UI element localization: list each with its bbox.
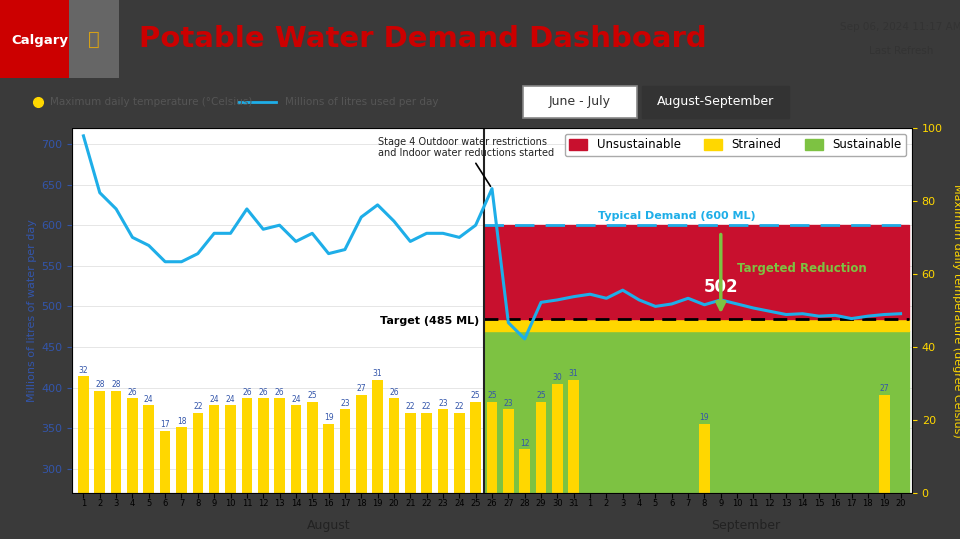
Text: 31: 31 — [569, 369, 579, 378]
Text: 22: 22 — [193, 402, 203, 411]
Bar — [454, 413, 465, 493]
Bar — [470, 402, 481, 493]
Text: 22: 22 — [405, 402, 415, 411]
Text: 12: 12 — [520, 439, 529, 448]
Text: 25: 25 — [470, 391, 480, 400]
Bar — [275, 398, 285, 493]
Bar — [127, 398, 138, 493]
Text: 26: 26 — [275, 388, 284, 397]
Bar — [307, 402, 318, 493]
Bar — [503, 409, 514, 493]
Text: Typical Demand (600 ML): Typical Demand (600 ML) — [598, 211, 756, 220]
Bar — [519, 450, 530, 493]
Text: 31: 31 — [372, 369, 382, 378]
Text: 26: 26 — [258, 388, 268, 397]
Text: 26: 26 — [128, 388, 137, 397]
Text: 24: 24 — [226, 395, 235, 404]
Bar — [421, 413, 432, 493]
Text: 25: 25 — [307, 391, 317, 400]
Legend: Unsustainable, Strained, Sustainable: Unsustainable, Strained, Sustainable — [564, 134, 906, 156]
Text: 25: 25 — [537, 391, 546, 400]
Text: 23: 23 — [438, 398, 447, 407]
Text: 17: 17 — [160, 420, 170, 430]
Bar — [69, 0, 119, 78]
Text: 19: 19 — [324, 413, 333, 422]
Bar — [438, 409, 448, 493]
Text: 28: 28 — [111, 380, 121, 389]
Text: Targeted Reduction: Targeted Reduction — [737, 262, 867, 275]
Text: Last Refresh: Last Refresh — [869, 46, 933, 56]
Text: 19: 19 — [700, 413, 709, 422]
FancyBboxPatch shape — [523, 86, 636, 118]
Bar — [487, 402, 497, 493]
Bar — [110, 391, 121, 493]
Bar — [405, 413, 416, 493]
Text: Maximum daily temperature (°Celsius): Maximum daily temperature (°Celsius) — [51, 97, 252, 107]
Bar — [78, 376, 88, 493]
Bar — [356, 395, 367, 493]
Text: August-September: August-September — [657, 95, 774, 108]
Text: Calgary: Calgary — [12, 34, 68, 47]
Bar — [226, 405, 236, 493]
Bar — [879, 395, 890, 493]
Text: Sep 06, 2024 11:17 AM: Sep 06, 2024 11:17 AM — [840, 22, 960, 32]
Text: 32: 32 — [79, 365, 88, 375]
Text: 26: 26 — [389, 388, 398, 397]
Text: 28: 28 — [95, 380, 105, 389]
Bar — [291, 405, 301, 493]
Text: 23: 23 — [340, 398, 349, 407]
Bar — [0, 0, 69, 78]
Text: 18: 18 — [177, 417, 186, 426]
Bar — [568, 380, 579, 493]
Bar — [699, 424, 709, 493]
Bar — [340, 409, 350, 493]
Text: 502: 502 — [704, 278, 738, 296]
Bar — [177, 427, 187, 493]
Text: 26: 26 — [242, 388, 252, 397]
Text: June - July: June - July — [549, 95, 611, 108]
Text: 27: 27 — [879, 384, 889, 393]
Text: 22: 22 — [455, 402, 464, 411]
Bar — [552, 384, 563, 493]
Bar — [94, 391, 105, 493]
Text: 24: 24 — [291, 395, 300, 404]
Text: 🌿: 🌿 — [88, 30, 100, 49]
Text: 22: 22 — [421, 402, 431, 411]
Bar — [389, 398, 399, 493]
Bar — [536, 402, 546, 493]
Bar — [193, 413, 204, 493]
Text: Millions of litres used per day: Millions of litres used per day — [285, 97, 439, 107]
Text: 23: 23 — [504, 398, 514, 407]
Bar — [372, 380, 383, 493]
Text: Potable Water Demand Dashboard: Potable Water Demand Dashboard — [139, 25, 707, 53]
Text: Target (485 ML): Target (485 ML) — [379, 316, 479, 326]
Bar — [143, 405, 155, 493]
Text: 30: 30 — [553, 373, 563, 382]
Text: August: August — [307, 519, 350, 532]
Text: 25: 25 — [487, 391, 497, 400]
FancyBboxPatch shape — [641, 86, 789, 118]
Bar — [258, 398, 269, 493]
Bar — [209, 405, 220, 493]
Text: Stage 4 Outdoor water restrictions
and Indoor water reductions started: Stage 4 Outdoor water restrictions and I… — [377, 136, 554, 186]
Y-axis label: Maximum daily temperature (degree Celsius): Maximum daily temperature (degree Celsiu… — [952, 184, 960, 437]
Bar — [242, 398, 252, 493]
Bar — [160, 431, 171, 493]
Text: 24: 24 — [144, 395, 154, 404]
Y-axis label: Millions of litres of water per day: Millions of litres of water per day — [27, 219, 37, 402]
Text: 24: 24 — [209, 395, 219, 404]
Text: 27: 27 — [356, 384, 366, 393]
Text: September: September — [710, 519, 780, 532]
Bar — [324, 424, 334, 493]
